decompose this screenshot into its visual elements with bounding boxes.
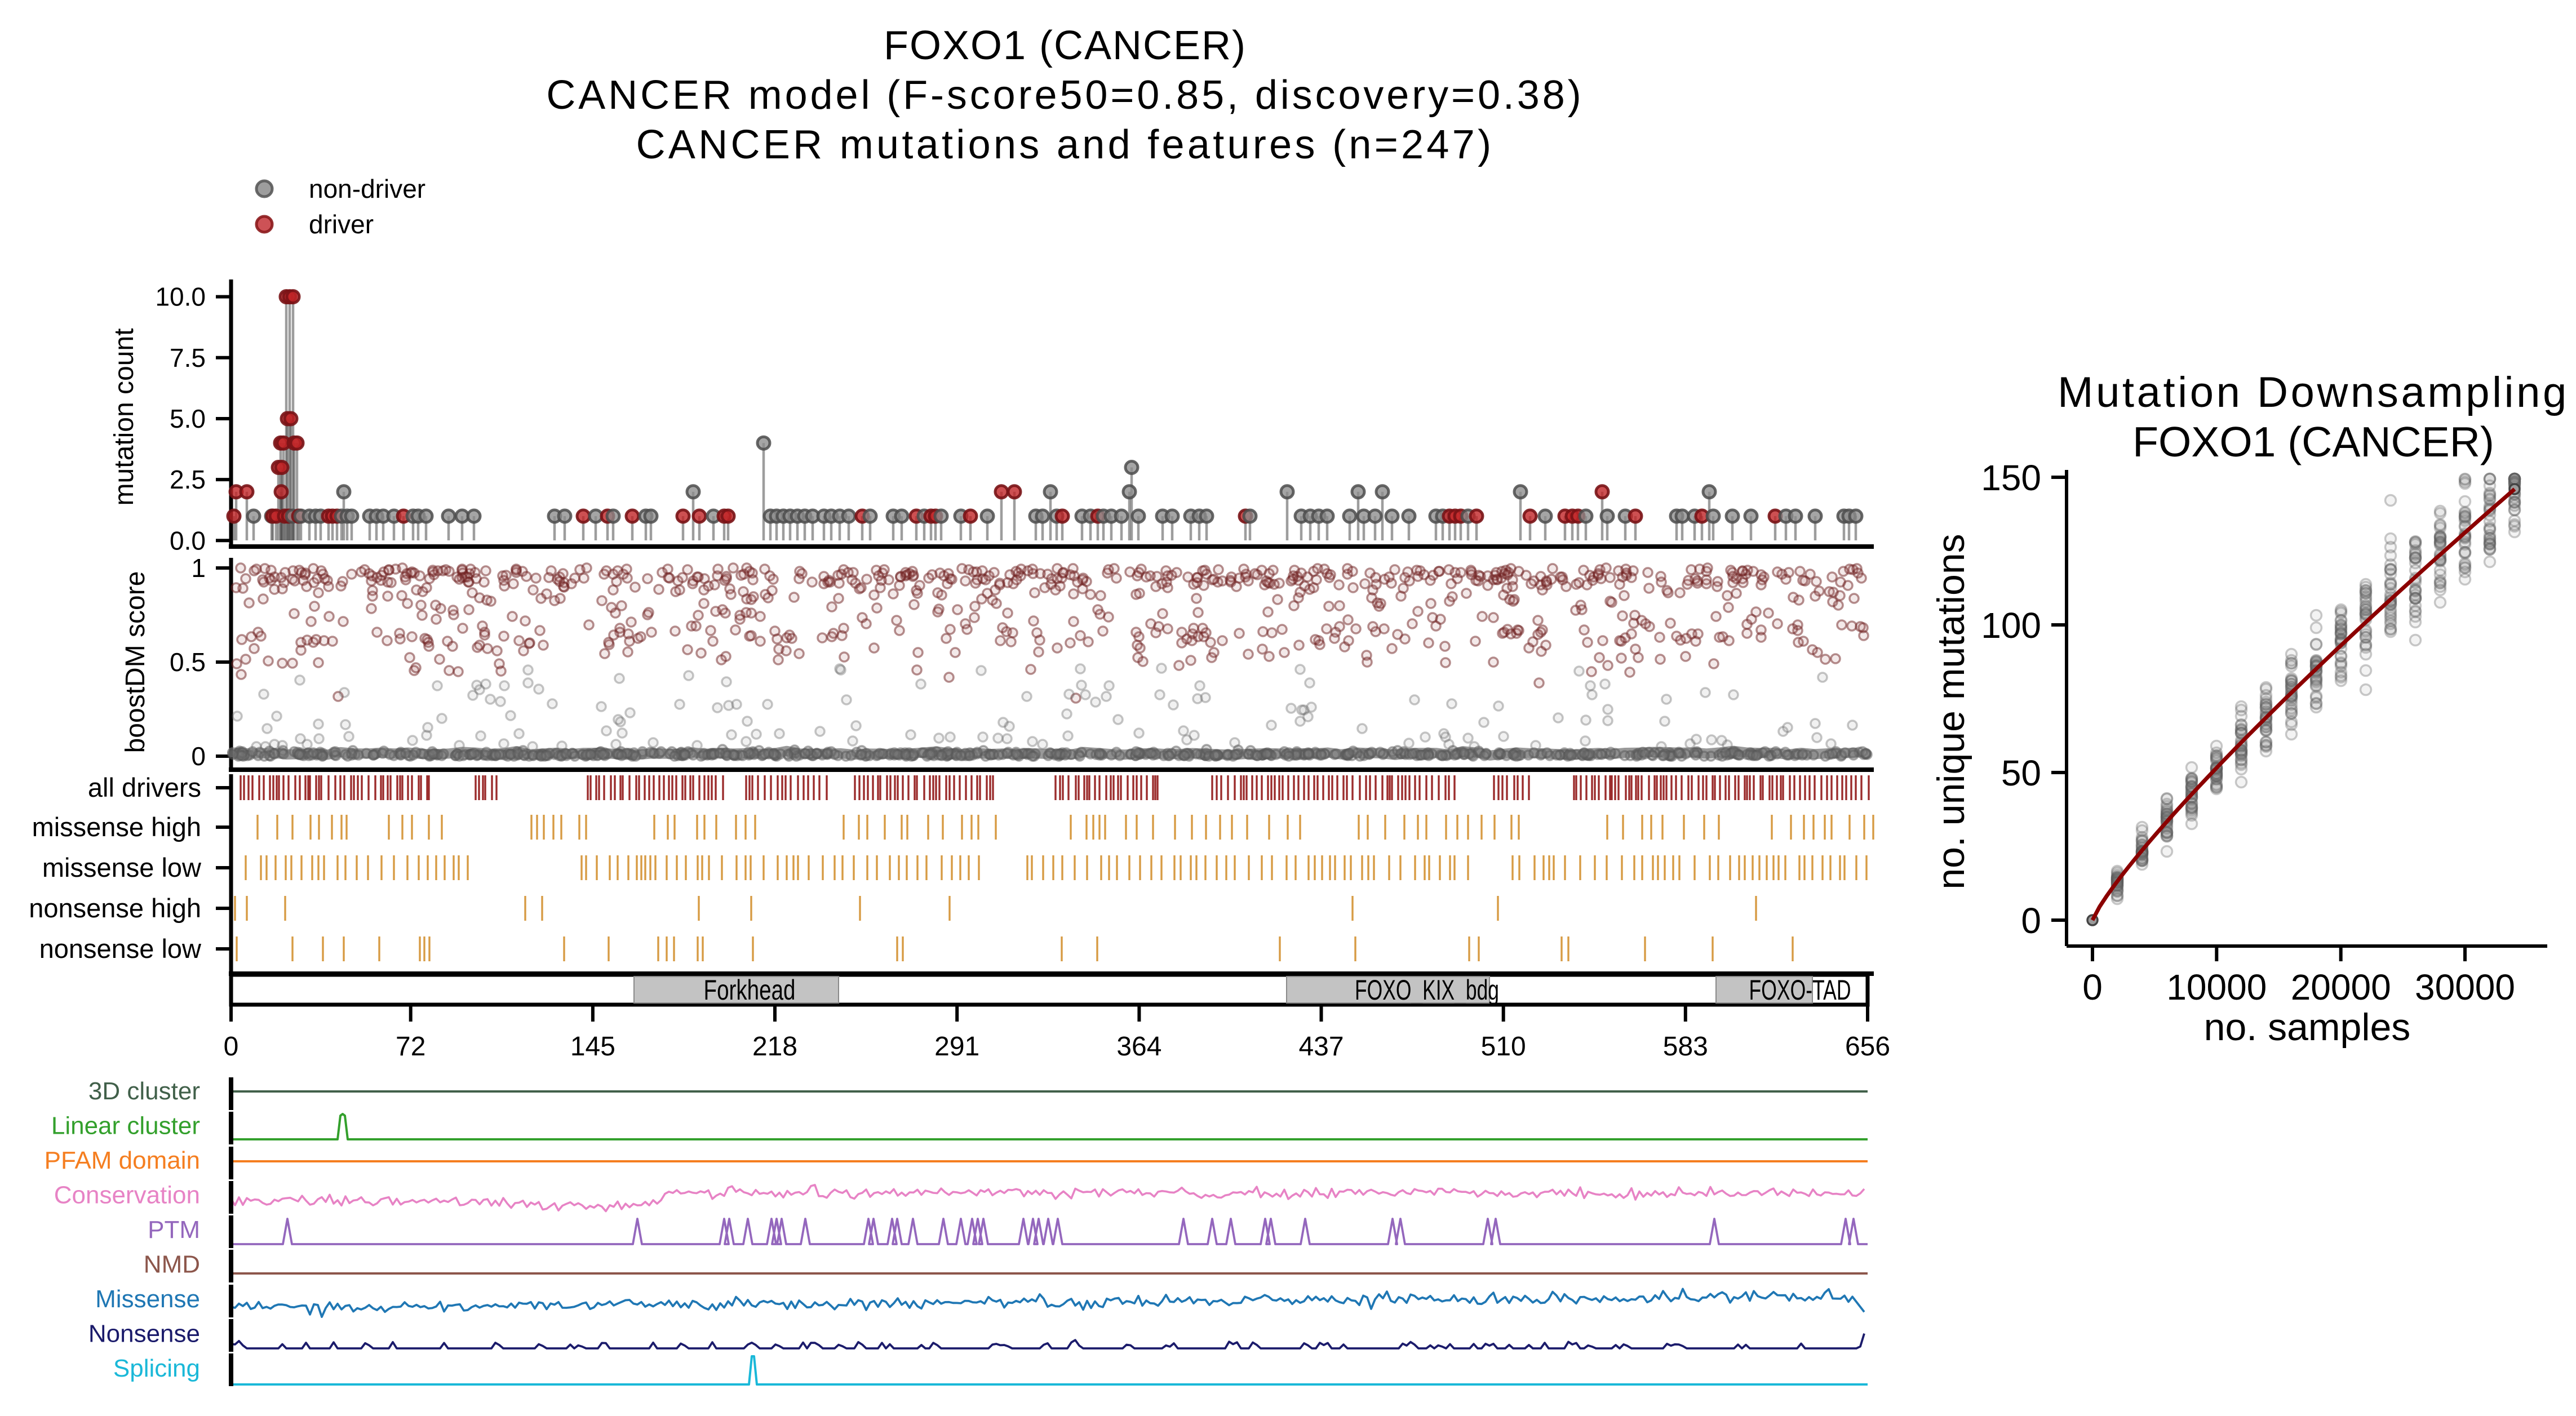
svg-text:583: 583 [1663, 1032, 1708, 1062]
svg-text:boostDM score: boostDM score [121, 571, 150, 753]
svg-text:0: 0 [2021, 900, 2041, 941]
svg-text:Linear cluster: Linear cluster [51, 1112, 200, 1140]
svg-text:0: 0 [2082, 967, 2103, 1007]
svg-text:PFAM domain: PFAM domain [45, 1147, 200, 1174]
svg-text:145: 145 [570, 1032, 615, 1062]
svg-text:10.0: 10.0 [155, 282, 206, 312]
svg-text:no. unique mutations: no. unique mutations [1930, 534, 1972, 889]
svg-text:30000: 30000 [2415, 967, 2515, 1007]
svg-text:PTM: PTM [148, 1216, 200, 1244]
svg-text:7.5: 7.5 [170, 343, 206, 372]
svg-text:218: 218 [752, 1032, 797, 1062]
svg-text:0.5: 0.5 [170, 647, 206, 677]
svg-text:72: 72 [396, 1032, 425, 1062]
svg-text:510: 510 [1481, 1032, 1526, 1062]
svg-text:nonsense low: nonsense low [39, 934, 202, 964]
svg-text:FOXO-TAD: FOXO-TAD [1749, 974, 1851, 1006]
svg-text:3D cluster: 3D cluster [88, 1077, 200, 1105]
svg-text:FOXO1 (CANCER): FOXO1 (CANCER) [2132, 418, 2494, 465]
svg-text:driver: driver [309, 210, 374, 239]
svg-text:nonsense high: nonsense high [29, 893, 201, 923]
svg-text:missense low: missense low [42, 853, 202, 882]
svg-text:0: 0 [224, 1032, 239, 1062]
svg-text:20000: 20000 [2291, 967, 2391, 1007]
svg-text:all drivers: all drivers [88, 773, 201, 802]
svg-text:no. samples: no. samples [2204, 1006, 2411, 1049]
svg-text:50: 50 [2001, 753, 2041, 793]
svg-text:656: 656 [1845, 1032, 1890, 1062]
svg-text:364: 364 [1116, 1032, 1161, 1062]
svg-text:Conservation: Conservation [54, 1182, 200, 1209]
svg-text:291: 291 [934, 1032, 979, 1062]
svg-text:NMD: NMD [144, 1251, 200, 1279]
svg-text:0: 0 [191, 742, 206, 771]
svg-text:100: 100 [1981, 605, 2041, 646]
svg-text:Mutation Downsampling: Mutation Downsampling [2058, 369, 2569, 416]
svg-text:5.0: 5.0 [170, 404, 206, 433]
svg-text:CANCER mutations and features: CANCER mutations and features (n=247) [636, 122, 1495, 167]
svg-text:FOXO1 (CANCER): FOXO1 (CANCER) [884, 23, 1247, 68]
svg-text:CANCER model (F-score50=0.85,: CANCER model (F-score50=0.85, discovery=… [546, 73, 1584, 118]
svg-text:missense high: missense high [32, 812, 201, 842]
svg-text:mutation count: mutation count [109, 329, 139, 506]
svg-text:FOXO_KIX_bdg: FOXO_KIX_bdg [1355, 974, 1499, 1006]
svg-text:0.0: 0.0 [170, 526, 206, 555]
svg-text:non-driver: non-driver [309, 174, 425, 203]
svg-text:150: 150 [1981, 458, 2041, 498]
svg-text:2.5: 2.5 [170, 465, 206, 494]
svg-text:Splicing: Splicing [113, 1355, 200, 1382]
svg-text:10000: 10000 [2166, 967, 2267, 1007]
svg-text:Forkhead: Forkhead [704, 974, 796, 1006]
svg-text:1: 1 [191, 553, 206, 583]
svg-text:437: 437 [1298, 1032, 1344, 1062]
svg-text:Missense: Missense [95, 1285, 200, 1313]
svg-text:Nonsense: Nonsense [88, 1320, 200, 1348]
